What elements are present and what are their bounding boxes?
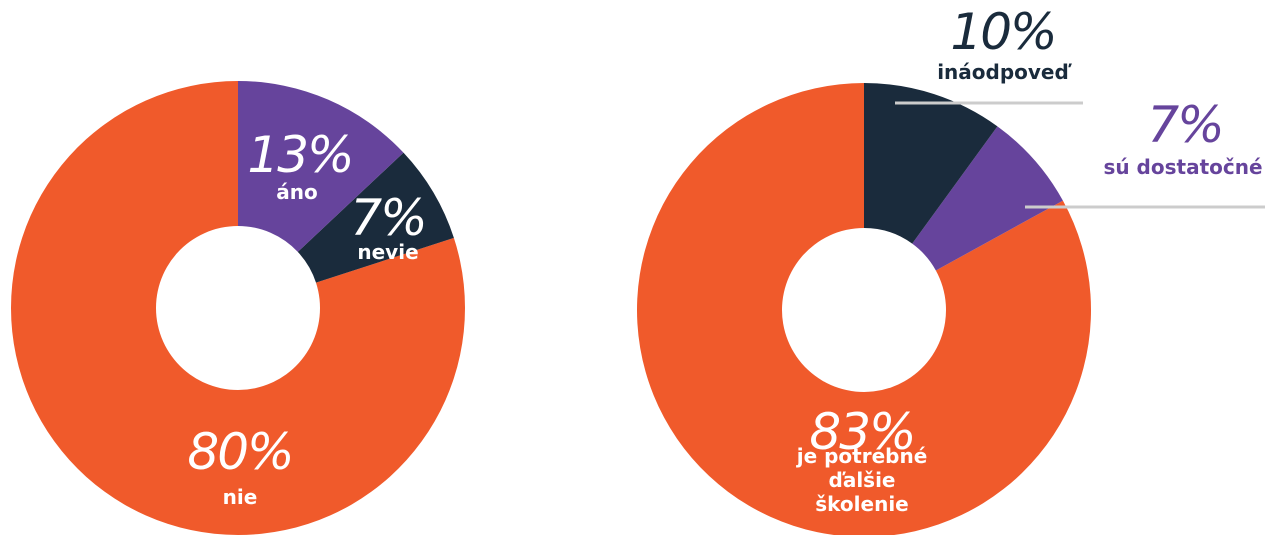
donut-slice bbox=[297, 152, 454, 283]
donut-slice bbox=[238, 81, 404, 252]
category-label: nie bbox=[222, 485, 258, 509]
value-label: 80% bbox=[187, 423, 294, 481]
category-label: sú dostatočné bbox=[1103, 155, 1263, 179]
donut-slice bbox=[864, 83, 998, 244]
category-label: áno bbox=[276, 180, 318, 204]
value-label: 7% bbox=[350, 189, 427, 247]
category-label: ináodpoveď bbox=[937, 60, 1069, 84]
value-label: 13% bbox=[247, 126, 354, 184]
value-label: 10% bbox=[950, 3, 1057, 61]
donut-slice bbox=[10, 81, 466, 535]
category-label: nevie bbox=[357, 240, 419, 264]
donut-slice bbox=[637, 83, 1091, 535]
category-label: je potrebné ďalšie školenie bbox=[796, 444, 928, 516]
value-label: 7% bbox=[1147, 96, 1224, 154]
donut-slice bbox=[912, 126, 1063, 271]
value-label: 83% bbox=[809, 403, 916, 461]
